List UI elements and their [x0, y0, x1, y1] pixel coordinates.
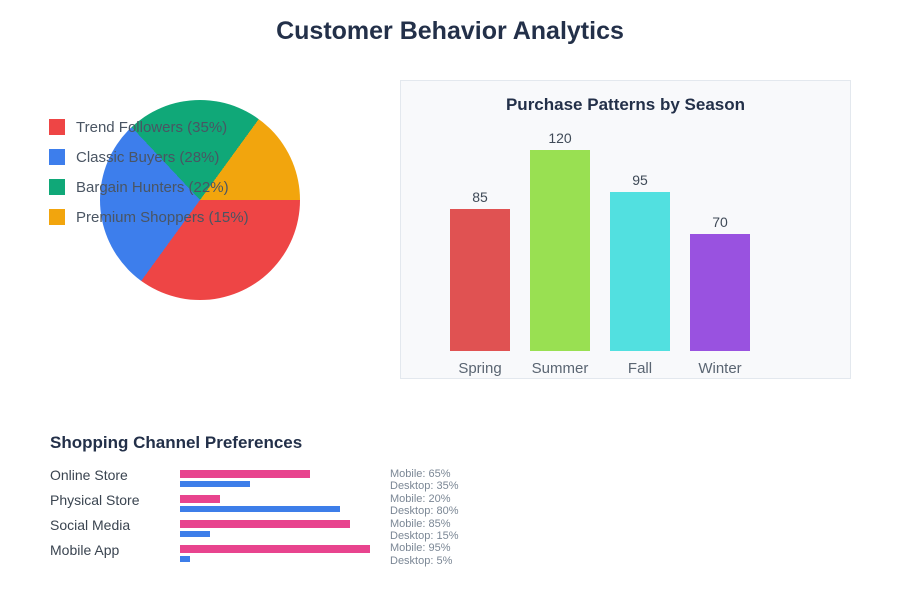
bar-value-label: 70: [712, 214, 728, 230]
legend-label: Trend Followers (35%): [76, 118, 228, 136]
bar-category-label: Fall: [627, 360, 653, 377]
channel-annotation: Mobile: 65%: [390, 468, 451, 480]
mobile-bar: [180, 495, 220, 503]
bar-spring: [450, 209, 510, 351]
legend-swatch: [49, 209, 65, 225]
channel-annotation: Mobile: 95%: [390, 542, 451, 555]
customer-segments-chart: Trend Followers (35%) Classic Buyers (28%…: [0, 60, 400, 400]
channel-label: Social Media: [50, 517, 131, 533]
legend-item: Trend Followers (35%): [49, 112, 249, 142]
page-title: Customer Behavior Analytics: [276, 17, 624, 45]
bar-fall: [610, 192, 670, 351]
channel-annotation: Mobile: 20%: [390, 492, 451, 505]
desktop-bar: [180, 506, 340, 512]
channel-label: Physical Store: [50, 492, 140, 508]
channel-annotation: Desktop: 15%: [390, 529, 459, 542]
pie-legend: Trend Followers (35%) Classic Buyers (28%…: [49, 112, 249, 232]
legend-item: Bargain Hunters (22%): [49, 172, 249, 202]
bar-chart-title: Purchase Patterns by Season: [505, 95, 746, 114]
channel-annotation: Desktop: 80%: [390, 505, 459, 518]
channel-annotation: Mobile: 85%: [390, 517, 451, 530]
desktop-bar: [180, 531, 210, 537]
bar-category-label: Summer: [531, 360, 589, 377]
segments-pie: [100, 100, 300, 300]
desktop-bar: [180, 556, 190, 562]
bar-summer: [530, 150, 590, 351]
bar-value-label: 120: [548, 130, 572, 146]
legend-swatch: [49, 179, 65, 195]
legend-item: Premium Shoppers (15%): [49, 202, 249, 232]
mobile-bar: [180, 545, 370, 553]
legend-label: Premium Shoppers (15%): [76, 208, 249, 226]
channel-annotation: Desktop: 5%: [390, 554, 453, 567]
legend-label: Bargain Hunters (22%): [76, 178, 229, 196]
bar-value-label: 85: [472, 189, 488, 205]
legend-label: Classic Buyers (28%): [76, 148, 220, 166]
legend-swatch: [49, 149, 65, 165]
season-bar-chart-panel: Purchase Patterns by Season 85 Spring 120 S…: [400, 80, 851, 379]
legend-swatch: [49, 119, 65, 135]
channel-annotation: Desktop: 35%: [390, 480, 459, 493]
channel-annotations: Mobile: 65% Desktop: 35% Mobile: 20% Deskto…: [390, 468, 458, 567]
bar-plot-area: 85 Spring 120 Summer 95 Fall 70 Winter: [401, 81, 850, 378]
bar-category-label: Winter: [698, 360, 742, 377]
bar-winter: [690, 234, 750, 351]
channel-label: Online Store: [50, 467, 128, 483]
legend-item: Classic Buyers (28%): [49, 142, 249, 172]
bar-category-label: Spring: [458, 360, 502, 377]
bar-value-label: 95: [632, 172, 648, 188]
channels-title: Shopping Channel Preferences: [50, 433, 303, 452]
mobile-bar: [180, 470, 310, 478]
channel-label: Mobile App: [50, 542, 120, 558]
mobile-bar: [180, 520, 350, 528]
desktop-bar: [180, 481, 250, 487]
